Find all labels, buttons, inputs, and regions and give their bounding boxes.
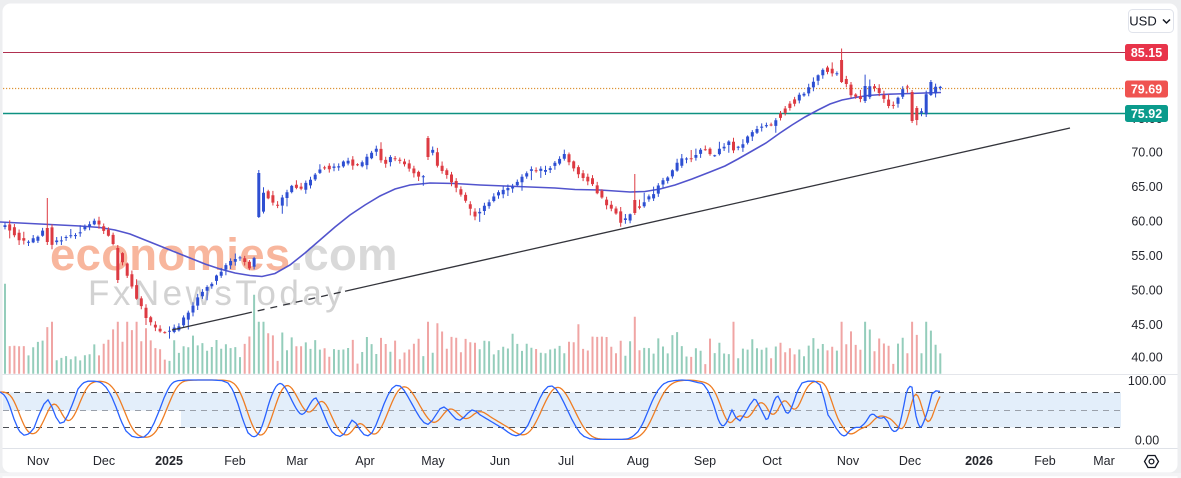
svg-text:Mar: Mar bbox=[286, 454, 308, 468]
svg-text:2026: 2026 bbox=[965, 454, 993, 468]
svg-text:55.00: 55.00 bbox=[1131, 249, 1162, 263]
svg-text:Oct: Oct bbox=[762, 454, 782, 468]
svg-text:70.00: 70.00 bbox=[1131, 146, 1162, 160]
svg-text:May: May bbox=[421, 454, 445, 468]
svg-text:economies.com: economies.com bbox=[50, 229, 398, 280]
svg-text:Aug: Aug bbox=[627, 454, 649, 468]
svg-text:85.15: 85.15 bbox=[1131, 46, 1162, 60]
svg-text:Jul: Jul bbox=[558, 454, 574, 468]
svg-text:50.00: 50.00 bbox=[1131, 284, 1162, 298]
svg-text:65.00: 65.00 bbox=[1131, 180, 1162, 194]
svg-text:100.00: 100.00 bbox=[1128, 374, 1166, 388]
svg-text:2025: 2025 bbox=[155, 454, 183, 468]
svg-text:USD: USD bbox=[1129, 14, 1156, 29]
svg-text:60.00: 60.00 bbox=[1131, 215, 1162, 229]
svg-text:0.00: 0.00 bbox=[1135, 434, 1159, 448]
svg-text:Feb: Feb bbox=[1034, 454, 1056, 468]
svg-text:Apr: Apr bbox=[355, 454, 374, 468]
svg-text:40.00: 40.00 bbox=[1131, 351, 1162, 365]
svg-text:Dec: Dec bbox=[899, 454, 921, 468]
svg-text:75.92: 75.92 bbox=[1131, 107, 1162, 121]
svg-text:Mar: Mar bbox=[1093, 454, 1115, 468]
svg-text:Feb: Feb bbox=[224, 454, 246, 468]
svg-text:Dec: Dec bbox=[93, 454, 115, 468]
svg-text:Nov: Nov bbox=[27, 454, 50, 468]
svg-text:45.00: 45.00 bbox=[1131, 318, 1162, 332]
svg-text:79.69: 79.69 bbox=[1131, 83, 1162, 97]
svg-text:Sep: Sep bbox=[694, 454, 716, 468]
svg-text:Nov: Nov bbox=[837, 454, 860, 468]
svg-text:Jun: Jun bbox=[490, 454, 510, 468]
